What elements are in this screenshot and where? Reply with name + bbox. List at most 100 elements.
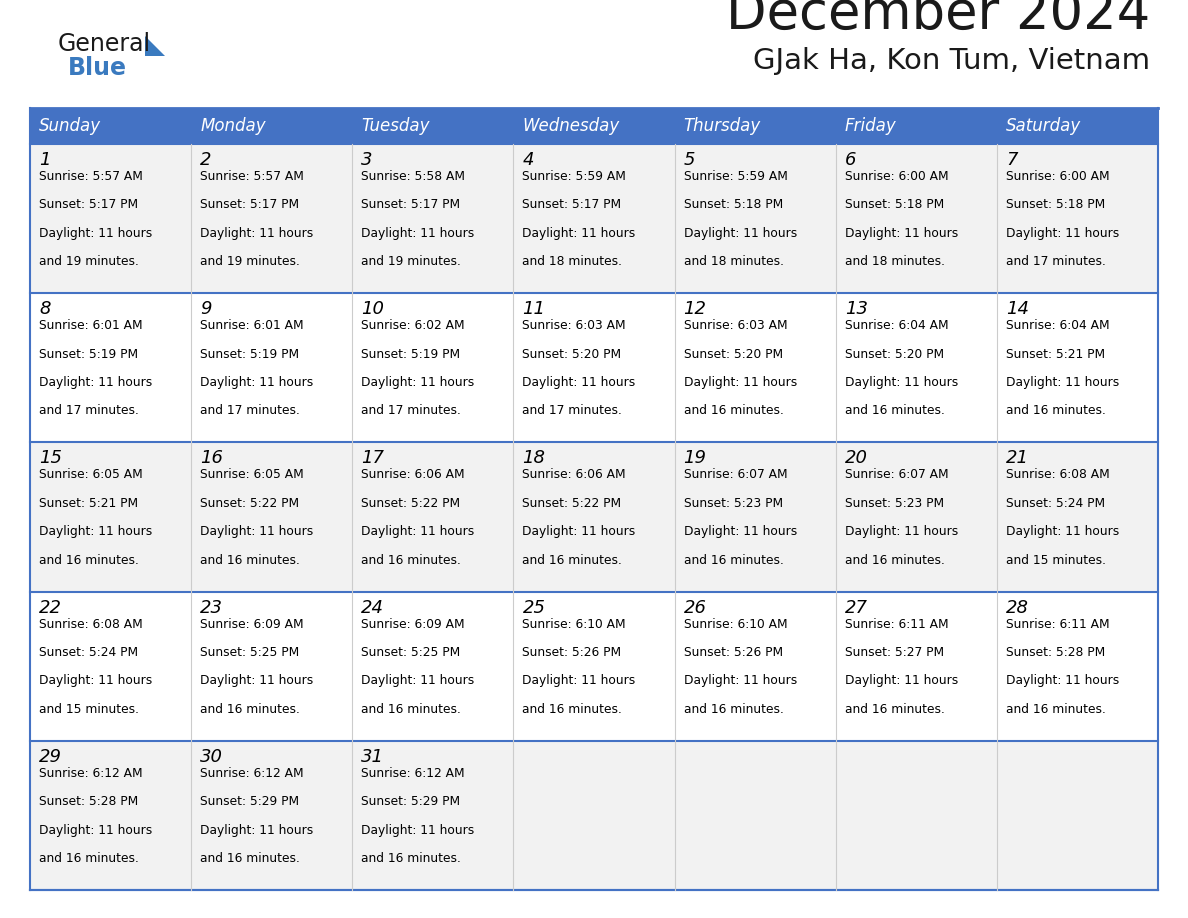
Text: and 17 minutes.: and 17 minutes.: [361, 404, 461, 418]
Text: Sunset: 5:20 PM: Sunset: 5:20 PM: [845, 348, 943, 361]
Bar: [30, 108, 1158, 144]
Text: Sunset: 5:25 PM: Sunset: 5:25 PM: [361, 646, 461, 659]
Text: Daylight: 11 hours: Daylight: 11 hours: [200, 675, 314, 688]
Text: Sunset: 5:22 PM: Sunset: 5:22 PM: [523, 497, 621, 509]
Text: and 16 minutes.: and 16 minutes.: [845, 554, 944, 566]
Text: and 16 minutes.: and 16 minutes.: [845, 404, 944, 418]
Bar: [30, 144, 1158, 293]
Text: Monday: Monday: [200, 117, 266, 135]
Text: Sunset: 5:17 PM: Sunset: 5:17 PM: [523, 198, 621, 211]
Text: Tuesday: Tuesday: [361, 117, 430, 135]
Text: Daylight: 11 hours: Daylight: 11 hours: [361, 376, 474, 389]
Text: Sunset: 5:18 PM: Sunset: 5:18 PM: [1006, 198, 1105, 211]
Text: 15: 15: [39, 450, 62, 467]
Text: Sunset: 5:18 PM: Sunset: 5:18 PM: [683, 198, 783, 211]
Text: 18: 18: [523, 450, 545, 467]
Text: Sunrise: 6:04 AM: Sunrise: 6:04 AM: [845, 319, 948, 332]
Text: Daylight: 11 hours: Daylight: 11 hours: [361, 525, 474, 538]
Text: Sunrise: 6:03 AM: Sunrise: 6:03 AM: [523, 319, 626, 332]
Text: Sunset: 5:19 PM: Sunset: 5:19 PM: [39, 348, 138, 361]
Text: Sunset: 5:19 PM: Sunset: 5:19 PM: [200, 348, 299, 361]
Text: Daylight: 11 hours: Daylight: 11 hours: [523, 227, 636, 240]
Text: 22: 22: [39, 599, 62, 617]
Text: 23: 23: [200, 599, 223, 617]
Text: and 15 minutes.: and 15 minutes.: [39, 703, 139, 716]
Text: 2: 2: [200, 151, 211, 169]
Text: Sunrise: 6:09 AM: Sunrise: 6:09 AM: [361, 618, 465, 631]
Polygon shape: [145, 36, 165, 56]
Text: Sunrise: 6:11 AM: Sunrise: 6:11 AM: [845, 618, 948, 631]
Text: 24: 24: [361, 599, 384, 617]
Text: Sunset: 5:20 PM: Sunset: 5:20 PM: [683, 348, 783, 361]
Text: Sunset: 5:29 PM: Sunset: 5:29 PM: [200, 795, 299, 808]
Text: and 16 minutes.: and 16 minutes.: [523, 703, 623, 716]
Text: Sunrise: 6:06 AM: Sunrise: 6:06 AM: [523, 468, 626, 481]
Text: Sunrise: 6:12 AM: Sunrise: 6:12 AM: [39, 767, 143, 779]
Text: Sunrise: 6:05 AM: Sunrise: 6:05 AM: [39, 468, 143, 481]
Text: Sunset: 5:28 PM: Sunset: 5:28 PM: [39, 795, 138, 808]
Text: Sunrise: 6:12 AM: Sunrise: 6:12 AM: [361, 767, 465, 779]
Text: Sunset: 5:17 PM: Sunset: 5:17 PM: [39, 198, 138, 211]
Text: 13: 13: [845, 300, 867, 319]
Text: Daylight: 11 hours: Daylight: 11 hours: [1006, 525, 1119, 538]
Text: Daylight: 11 hours: Daylight: 11 hours: [523, 376, 636, 389]
Text: and 16 minutes.: and 16 minutes.: [845, 703, 944, 716]
Text: Sunset: 5:23 PM: Sunset: 5:23 PM: [845, 497, 943, 509]
Text: Sunrise: 6:09 AM: Sunrise: 6:09 AM: [200, 618, 304, 631]
Text: December 2024: December 2024: [726, 0, 1150, 40]
Text: Daylight: 11 hours: Daylight: 11 hours: [683, 525, 797, 538]
Bar: [30, 442, 1158, 591]
Text: 17: 17: [361, 450, 384, 467]
Text: and 17 minutes.: and 17 minutes.: [39, 404, 139, 418]
Text: and 19 minutes.: and 19 minutes.: [361, 255, 461, 268]
Text: 16: 16: [200, 450, 223, 467]
Text: and 16 minutes.: and 16 minutes.: [200, 554, 301, 566]
Text: Sunset: 5:25 PM: Sunset: 5:25 PM: [200, 646, 299, 659]
Text: 20: 20: [845, 450, 867, 467]
Text: Sunset: 5:20 PM: Sunset: 5:20 PM: [523, 348, 621, 361]
Text: Daylight: 11 hours: Daylight: 11 hours: [39, 823, 152, 836]
Text: Sunrise: 6:10 AM: Sunrise: 6:10 AM: [683, 618, 788, 631]
Text: Daylight: 11 hours: Daylight: 11 hours: [1006, 376, 1119, 389]
Text: Sunset: 5:19 PM: Sunset: 5:19 PM: [361, 348, 461, 361]
Text: Daylight: 11 hours: Daylight: 11 hours: [1006, 675, 1119, 688]
Text: 12: 12: [683, 300, 707, 319]
Text: Sunrise: 6:01 AM: Sunrise: 6:01 AM: [200, 319, 304, 332]
Text: 7: 7: [1006, 151, 1017, 169]
Text: Wednesday: Wednesday: [523, 117, 620, 135]
Text: Sunset: 5:17 PM: Sunset: 5:17 PM: [200, 198, 299, 211]
Text: Sunrise: 6:00 AM: Sunrise: 6:00 AM: [1006, 170, 1110, 183]
Text: 11: 11: [523, 300, 545, 319]
Text: Sunrise: 6:03 AM: Sunrise: 6:03 AM: [683, 319, 788, 332]
Text: and 16 minutes.: and 16 minutes.: [1006, 404, 1106, 418]
Text: 27: 27: [845, 599, 867, 617]
Text: 31: 31: [361, 748, 384, 766]
Text: Sunrise: 5:57 AM: Sunrise: 5:57 AM: [39, 170, 143, 183]
Bar: [30, 591, 1158, 741]
Text: Daylight: 11 hours: Daylight: 11 hours: [1006, 227, 1119, 240]
Text: Sunrise: 6:05 AM: Sunrise: 6:05 AM: [200, 468, 304, 481]
Text: Sunset: 5:26 PM: Sunset: 5:26 PM: [683, 646, 783, 659]
Text: and 16 minutes.: and 16 minutes.: [200, 703, 301, 716]
Text: Sunset: 5:27 PM: Sunset: 5:27 PM: [845, 646, 943, 659]
Text: Daylight: 11 hours: Daylight: 11 hours: [39, 376, 152, 389]
Text: Sunrise: 6:02 AM: Sunrise: 6:02 AM: [361, 319, 465, 332]
Text: 5: 5: [683, 151, 695, 169]
Text: Sunday: Sunday: [39, 117, 101, 135]
Text: Daylight: 11 hours: Daylight: 11 hours: [523, 525, 636, 538]
Text: and 18 minutes.: and 18 minutes.: [845, 255, 944, 268]
Text: Sunset: 5:23 PM: Sunset: 5:23 PM: [683, 497, 783, 509]
Text: and 16 minutes.: and 16 minutes.: [683, 703, 783, 716]
Text: Sunrise: 6:12 AM: Sunrise: 6:12 AM: [200, 767, 304, 779]
Text: Daylight: 11 hours: Daylight: 11 hours: [845, 525, 958, 538]
Text: Sunrise: 6:08 AM: Sunrise: 6:08 AM: [1006, 468, 1110, 481]
Text: 8: 8: [39, 300, 51, 319]
Text: General: General: [58, 32, 151, 56]
Text: 10: 10: [361, 300, 384, 319]
Text: and 19 minutes.: and 19 minutes.: [39, 255, 139, 268]
Text: Saturday: Saturday: [1006, 117, 1081, 135]
Text: Sunset: 5:22 PM: Sunset: 5:22 PM: [200, 497, 299, 509]
Text: 3: 3: [361, 151, 373, 169]
Text: Sunrise: 6:04 AM: Sunrise: 6:04 AM: [1006, 319, 1110, 332]
Text: and 16 minutes.: and 16 minutes.: [683, 554, 783, 566]
